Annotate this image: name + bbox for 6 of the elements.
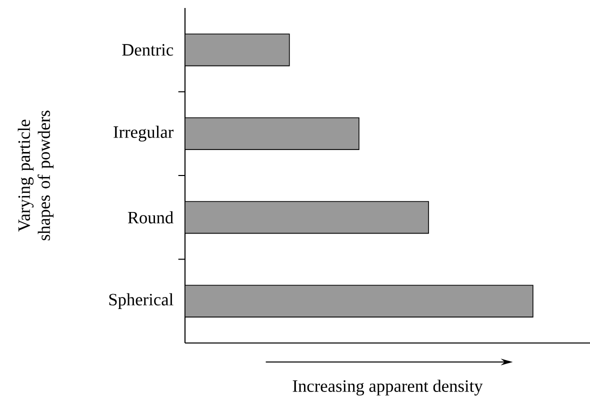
y-tick-label: Irregular — [114, 126, 174, 142]
y-tick-label: Spherical — [109, 293, 174, 309]
x-axis-title: Increasing apparent density — [292, 380, 483, 396]
y-tick-label: Round — [128, 211, 174, 224]
y-tick-label: Dentric — [122, 44, 174, 56]
y-axis-title: Varying particle shapes of powders — [18, 110, 54, 240]
